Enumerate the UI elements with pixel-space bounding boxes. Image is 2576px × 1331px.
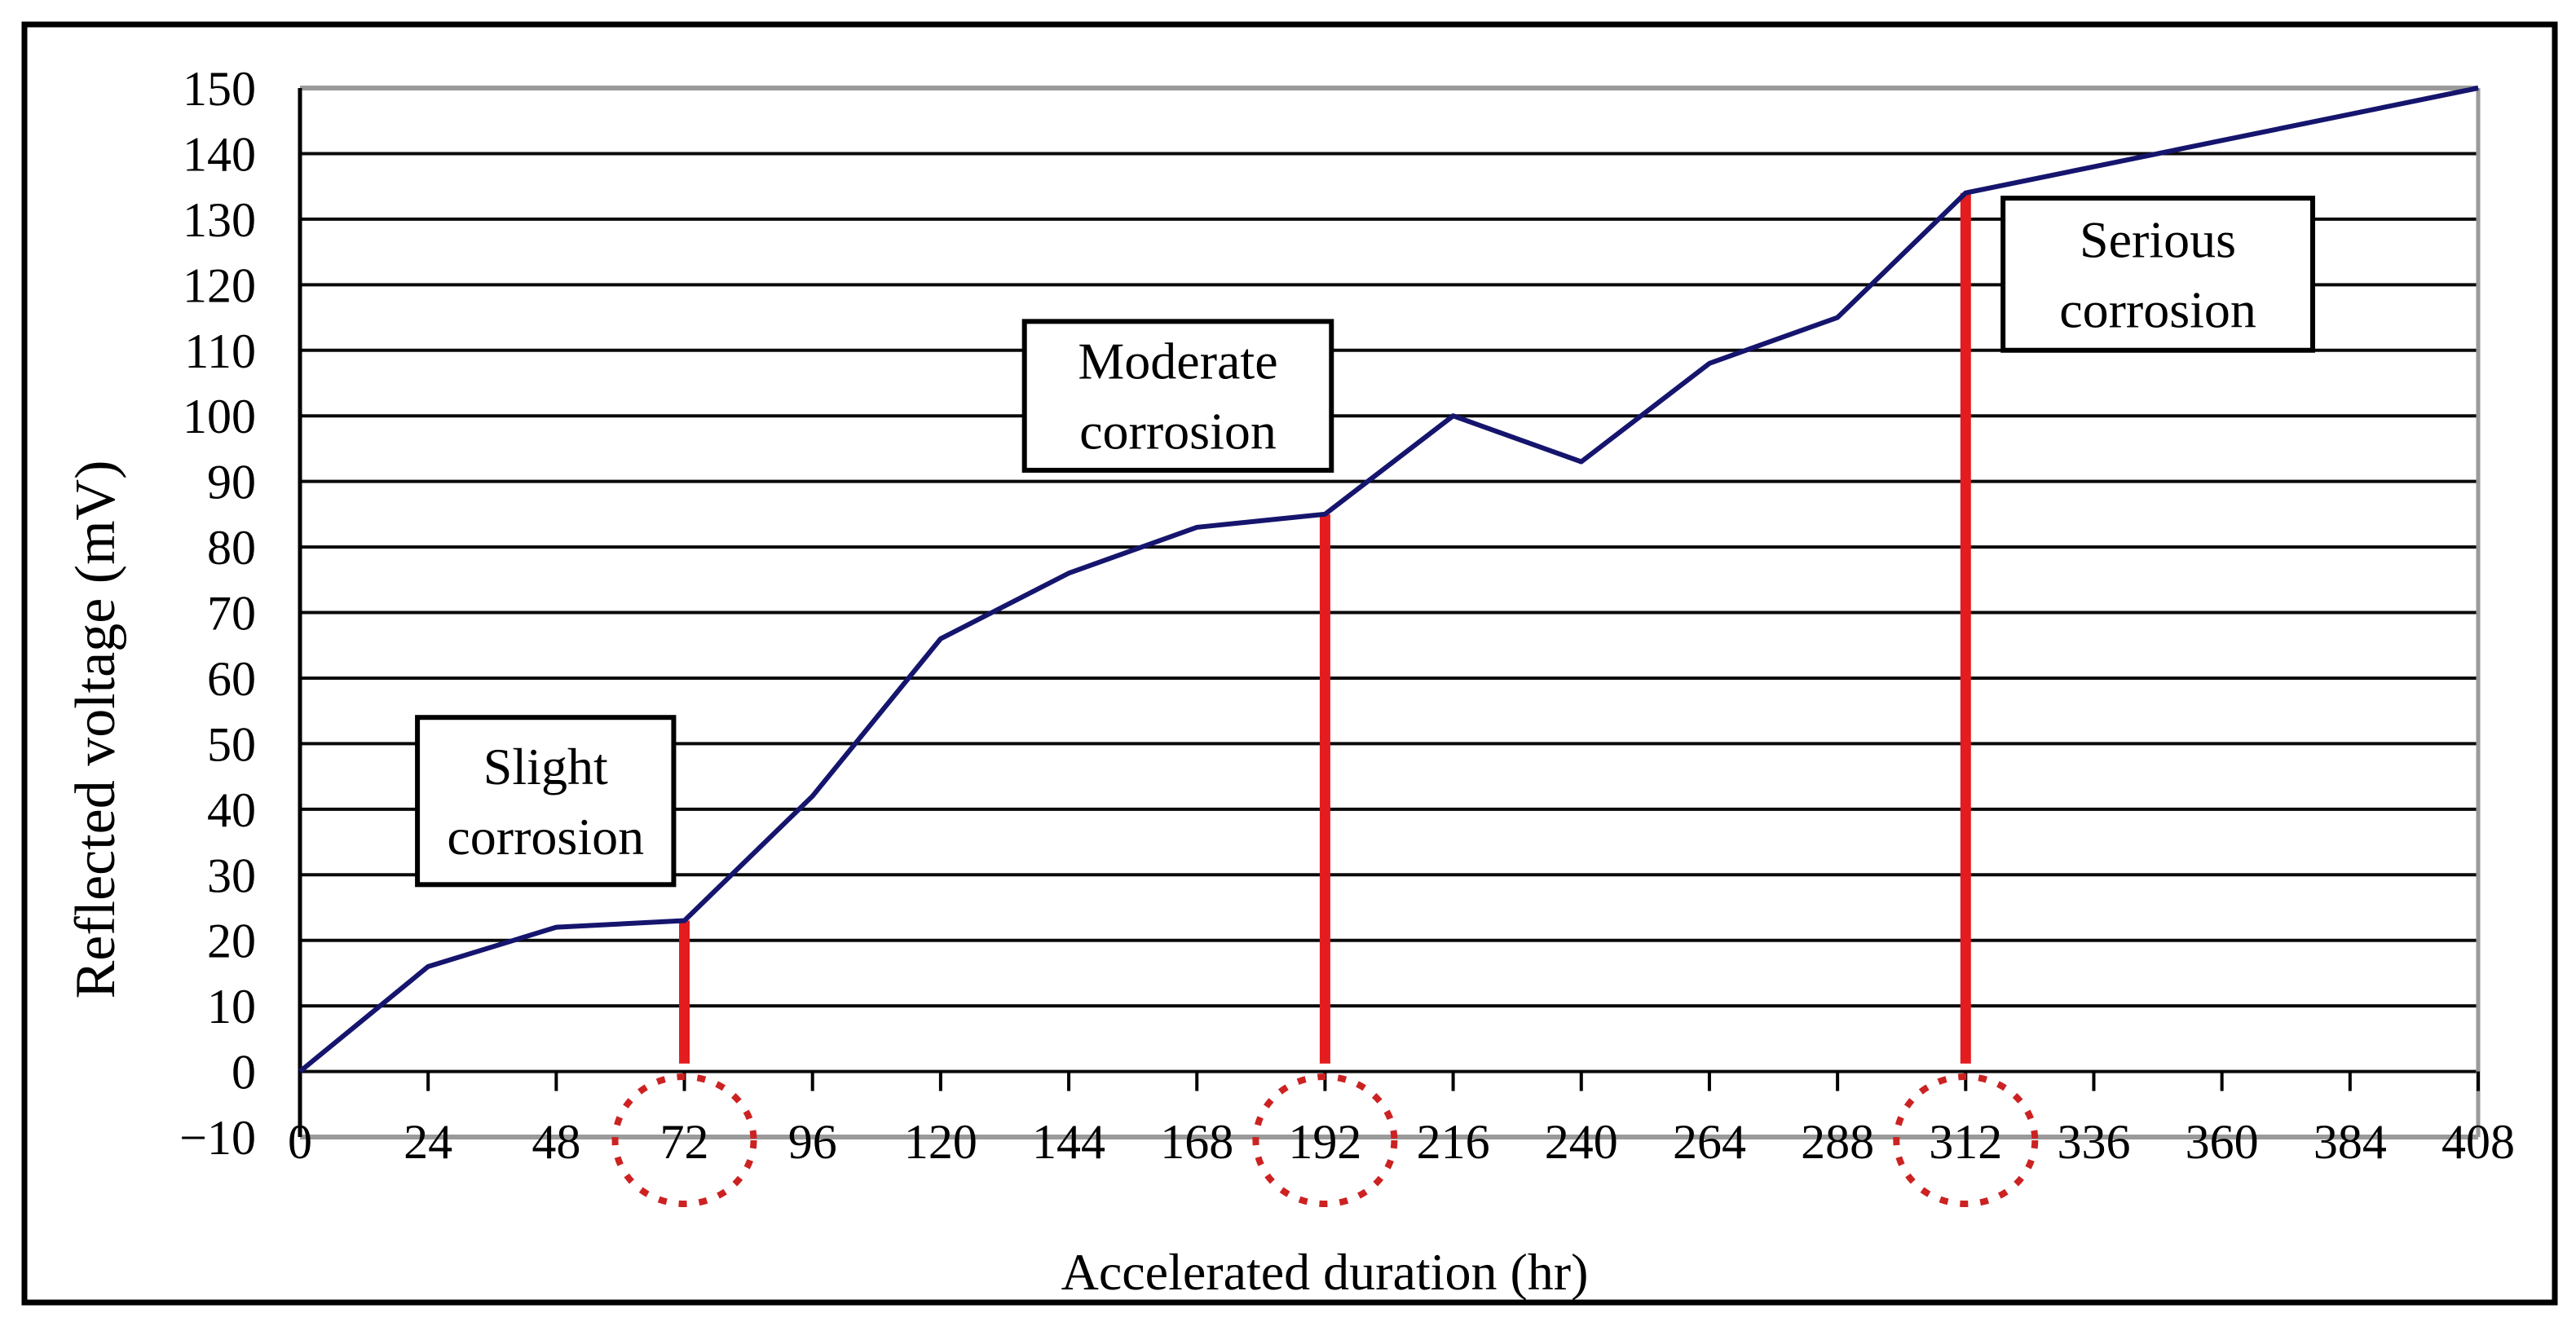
reflected-voltage-series xyxy=(298,86,2479,1073)
x-tick-label-168: 168 xyxy=(1160,1115,1233,1169)
stage-marker-lines xyxy=(679,192,1971,1064)
x-tick-label-24: 24 xyxy=(404,1115,452,1169)
x-tick-label-96: 96 xyxy=(788,1115,837,1169)
y-tick-label-90: 90 xyxy=(207,456,256,509)
y-tick-label-10: 10 xyxy=(207,980,256,1034)
x-ticks-group xyxy=(298,1071,2480,1091)
stage-label-boxes: Slight corrosion Moderate corrosion Serious c… xyxy=(415,196,2315,888)
series-group xyxy=(298,86,2479,1073)
y-tick-label-40: 40 xyxy=(207,783,256,837)
plot-borders-group xyxy=(298,86,2481,1139)
y-tick-label-0: 0 xyxy=(232,1046,256,1100)
x-tick-label-72: 72 xyxy=(660,1115,709,1169)
y-tick-label--10: −10 xyxy=(179,1111,256,1165)
circled-tick-312 xyxy=(1893,1073,2039,1207)
x-tick-label-336: 336 xyxy=(2057,1115,2130,1169)
x-tick-label-216: 216 xyxy=(1417,1115,1490,1169)
x-tick-label-264: 264 xyxy=(1673,1115,1746,1169)
circled-ticks-group xyxy=(611,1073,2039,1207)
stage-box-2 xyxy=(2000,196,2315,353)
x-tick-label-120: 120 xyxy=(904,1115,977,1169)
x-tick-label-360: 360 xyxy=(2186,1115,2259,1169)
x-tick-label-408: 408 xyxy=(2441,1115,2515,1169)
x-tick-labels-group: 0 24 48 72 96 120 144 168 192 216 240 264 288 312 336 3… xyxy=(288,1115,2515,1169)
y-tick-label-120: 120 xyxy=(183,258,256,312)
y-tick-label-60: 60 xyxy=(207,652,256,706)
y-tick-label-80: 80 xyxy=(207,521,256,575)
circled-tick-72 xyxy=(611,1073,757,1207)
stage-box-label: corrosion xyxy=(2059,280,2256,338)
x-tick-label-144: 144 xyxy=(1032,1115,1105,1169)
x-axis-title: Accelerated duration (hr) xyxy=(1061,1243,1589,1301)
stage-box-1 xyxy=(1021,319,1334,473)
x-tick-label-48: 48 xyxy=(532,1115,580,1169)
y-tick-label-150: 150 xyxy=(183,62,256,116)
stage-box-0 xyxy=(415,715,677,888)
x-tick-label-0: 0 xyxy=(288,1115,312,1169)
x-tick-label-288: 288 xyxy=(1801,1115,1874,1169)
y-tick-label-130: 130 xyxy=(183,193,256,247)
x-tick-label-312: 312 xyxy=(1929,1115,2002,1169)
y-tick-label-30: 30 xyxy=(207,848,256,902)
stage-box-label: corrosion xyxy=(447,808,644,866)
circled-tick-192 xyxy=(1252,1073,1398,1207)
y-tick-label-140: 140 xyxy=(183,127,256,181)
y-tick-label-50: 50 xyxy=(207,717,256,771)
y-tick-label-100: 100 xyxy=(183,390,256,443)
stage-box-label: corrosion xyxy=(1079,403,1277,461)
x-tick-label-240: 240 xyxy=(1545,1115,1618,1169)
y-tick-labels-group: −10 0 10 20 30 40 50 60 70 80 90 100 110 120 130 140 150 xyxy=(179,62,256,1165)
stage-box-label: Serious xyxy=(2080,210,2236,268)
figure-border xyxy=(21,21,2558,1306)
x-tick-label-192: 192 xyxy=(1288,1115,1361,1169)
y-tick-label-70: 70 xyxy=(207,587,256,641)
y-tick-label-20: 20 xyxy=(207,915,256,968)
y-tick-label-110: 110 xyxy=(184,324,256,378)
x-tick-label-384: 384 xyxy=(2314,1115,2387,1169)
y-axis-title: Reflected voltage (mV) xyxy=(64,461,127,999)
stage-box-label: Moderate xyxy=(1078,333,1277,390)
stage-box-label: Slight xyxy=(483,738,608,796)
